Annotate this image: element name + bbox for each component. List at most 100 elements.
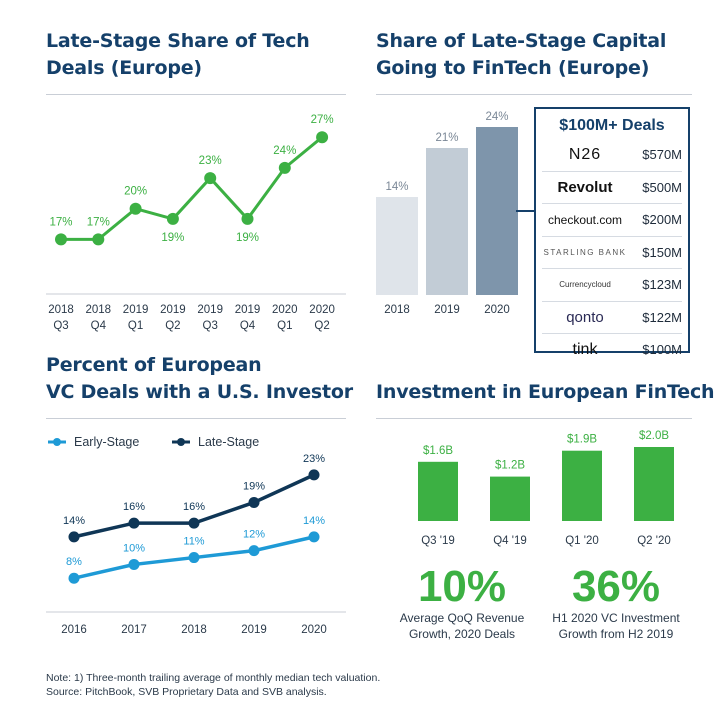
x-tick-label: Q2 '20 <box>637 535 671 547</box>
data-point <box>204 172 217 185</box>
legend-marker <box>53 438 61 446</box>
series-line <box>61 136 324 241</box>
x-tick-label: 2018 <box>384 304 410 316</box>
x-tick-label: 2019 <box>235 304 261 316</box>
data-point <box>55 233 67 246</box>
bar <box>634 447 674 521</box>
deal-row: N26 $570M <box>542 139 682 171</box>
data-label: 16% <box>123 501 145 513</box>
x-tick-label: Q2 <box>165 320 180 332</box>
caption-line: Average QoQ Revenue <box>399 611 525 625</box>
company-logo: tink <box>572 340 598 358</box>
divider <box>46 94 346 95</box>
late-stage-share-chart: 17% 2018 Q3 17% 2018 Q4 20% 2019 Q1 19% 2019 Q2 23% 2… <box>46 114 346 332</box>
data-label: $1.9B <box>567 434 597 446</box>
data-point <box>278 161 291 174</box>
fintech-share-title: Share of Late-Stage Capital Going to Fin… <box>376 28 666 82</box>
connector-line <box>516 210 534 212</box>
data-point <box>188 517 200 529</box>
caption-line: Growth, 2020 Deals <box>408 627 516 641</box>
deal-row: checkout.com $200M <box>542 203 682 236</box>
investment-title: Investment in European FinTech <box>376 379 715 406</box>
divider <box>376 418 692 419</box>
x-tick-label: 2016 <box>61 624 87 636</box>
data-label: $1.2B <box>495 460 525 472</box>
bar <box>476 127 518 295</box>
divider <box>46 418 346 419</box>
data-point <box>129 202 142 215</box>
x-tick-label: 2018 <box>86 304 112 316</box>
bar <box>418 461 458 521</box>
bar <box>490 476 530 521</box>
data-label: 27% <box>311 114 334 126</box>
stat-value-investment: 36% <box>571 562 661 611</box>
data-point <box>241 212 254 225</box>
data-label: 8% <box>66 556 82 568</box>
stat-caption-investment: H1 2020 VC Investment Growth from H2 201… <box>536 610 696 642</box>
data-label: 14% <box>63 515 85 527</box>
x-tick-label: Q1 <box>277 320 292 332</box>
title-line-1: Share of Late-Stage Capital <box>376 30 667 52</box>
title-line-2: Deals (Europe) <box>46 57 202 79</box>
stat-value-revenue: 10% <box>417 562 507 611</box>
deal-amount: $122M <box>642 309 682 325</box>
x-tick-label: Q4 '19 <box>493 535 527 547</box>
data-label: 10% <box>123 542 145 554</box>
data-point <box>308 531 320 543</box>
x-tick-label: Q3 <box>203 320 218 332</box>
deal-row: Revolut $500M <box>542 170 682 204</box>
data-point <box>308 469 320 481</box>
bar <box>426 148 468 295</box>
x-tick-label: Q1 '20 <box>565 535 599 547</box>
company-logo: qonto <box>566 308 604 326</box>
deal-amount: $200M <box>642 212 682 228</box>
deals-table: $100M+ Deals N26 $570M Revolut $500M checkou… <box>534 107 690 358</box>
deal-row: tink $100M <box>542 333 682 366</box>
caption-line: Growth from H2 2019 <box>558 627 674 641</box>
x-tick-label: 2019 <box>241 624 267 636</box>
investment-chart: $1.6B Q3 '19 $1.2B Q4 '19 $1.9B Q1 '20 $2.0B Q2… <box>418 430 674 547</box>
legend-label: Late-Stage <box>198 435 259 449</box>
footnotes: Note: 1) Three-month trailing average of… <box>46 671 380 699</box>
x-tick-label: Q4 <box>91 320 107 332</box>
title-line-1: Late-Stage Share of Tech <box>46 30 310 52</box>
data-label: 16% <box>183 501 205 513</box>
deal-amount: $100M <box>642 342 682 358</box>
data-point <box>248 496 260 508</box>
data-label: 19% <box>161 232 184 244</box>
deals-heading: $100M+ Deals <box>559 117 665 134</box>
data-label: $2.0B <box>639 430 669 442</box>
deal-amount: $500M <box>642 179 682 195</box>
late-stage-share-title: Late-Stage Share of Tech Deals (Europe) <box>46 28 310 82</box>
deal-row: STARLING BANK $150M <box>542 235 682 269</box>
bar <box>562 450 602 521</box>
x-tick-label: 2020 <box>309 304 335 316</box>
title-line-2: Going to FinTech (Europe) <box>376 57 650 79</box>
data-label: 23% <box>199 155 222 167</box>
data-label: 11% <box>183 536 204 548</box>
data-point <box>68 572 80 584</box>
x-tick-label: 2019 <box>160 304 186 316</box>
data-label: 14% <box>303 515 325 527</box>
deal-row: Currencycloud $123M <box>542 268 682 301</box>
data-label: 12% <box>243 529 265 541</box>
x-tick-label: 2020 <box>301 624 327 636</box>
us-investor-title: Percent of European VC Deals with a U.S.… <box>46 352 353 406</box>
legend-label: Early-Stage <box>74 435 139 449</box>
data-point <box>68 531 80 543</box>
data-label: $1.6B <box>423 445 453 457</box>
deal-row: qonto $122M <box>542 300 682 334</box>
note-line: Note: 1) Three-month trailing average of… <box>46 672 381 684</box>
x-tick-label: 2019 <box>197 304 223 316</box>
deal-amount: $123M <box>642 277 682 293</box>
fintech-share-chart: 14% 2018 21% 2019 24% 2020 <box>376 111 518 316</box>
divider <box>376 94 692 95</box>
data-point <box>92 233 105 246</box>
data-label: 20% <box>124 186 147 198</box>
x-tick-label: 2019 <box>123 304 149 316</box>
title-line-1: Investment in European FinTech <box>376 381 715 403</box>
data-label: 19% <box>243 480 265 492</box>
data-point <box>128 558 140 570</box>
data-label: 14% <box>385 181 408 193</box>
source-line: Source: PitchBook, SVB Proprietary Data … <box>46 686 327 698</box>
